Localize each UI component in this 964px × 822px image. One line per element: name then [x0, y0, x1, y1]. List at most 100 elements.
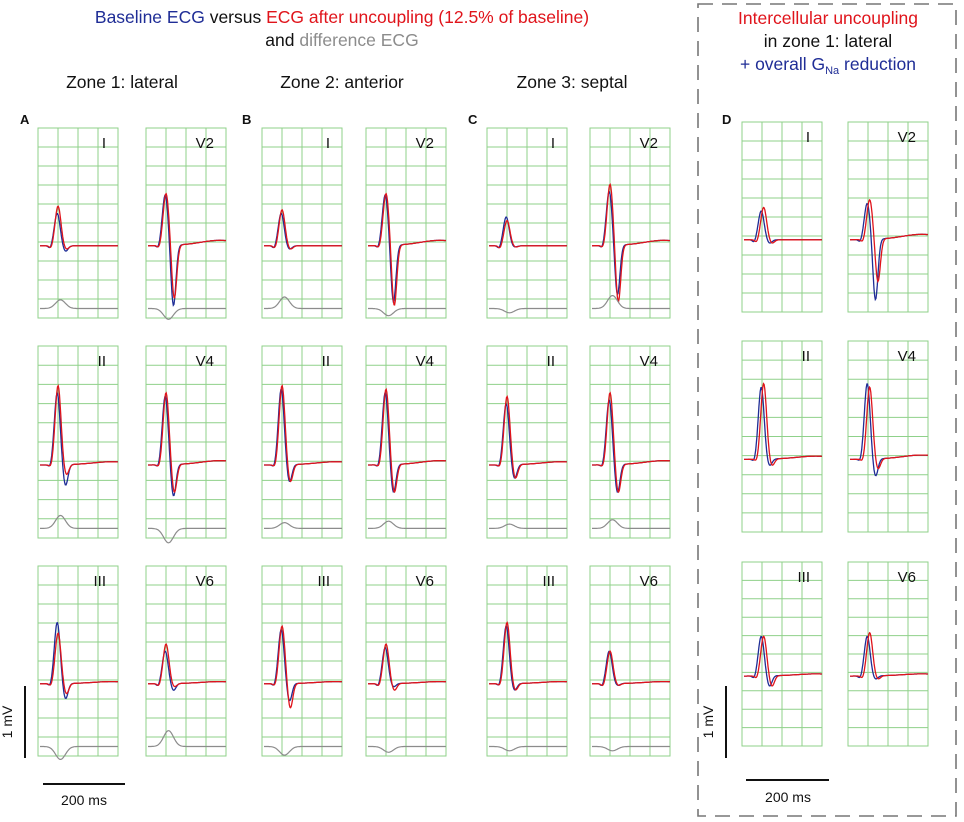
header-line1-segment: versus — [205, 7, 266, 27]
uncoupled-ecg-trace — [40, 205, 118, 250]
uncoupled-ecg-trace — [850, 198, 929, 284]
time-scale-label-left: 200 ms — [61, 792, 107, 808]
zone2-title: Zone 2: anterior — [280, 72, 404, 92]
zone3-title: Zone 3: septal — [517, 72, 628, 92]
panel-d-header-line1: Intercellular uncoupling — [738, 8, 918, 28]
ecg-leads-layer: I V2 II V4 III V6 I V2 II V4 III V6 I V2 II V4 III V6 I V2 I… — [37, 121, 929, 760]
difference-ecg-trace — [264, 521, 342, 529]
ecg-lead-v4: V4 — [365, 345, 447, 539]
difference-ecg-trace — [489, 745, 567, 752]
ecg-lead-i: I — [486, 127, 568, 319]
lead-label: I — [102, 135, 106, 152]
ecg-lead-iii: III — [741, 561, 823, 747]
uncoupled-ecg-trace — [744, 635, 822, 687]
panel-d-header-line3: + overall GNa reduction — [740, 54, 916, 77]
ecg-lead-ii: II — [741, 340, 823, 533]
lead-label: V2 — [196, 135, 214, 152]
ecg-lead-v4: V4 — [145, 345, 227, 544]
ecg-lead-i: I — [261, 127, 343, 319]
ecg-lead-v4: V4 — [589, 345, 671, 539]
uncoupled-ecg-trace — [368, 192, 447, 306]
difference-ecg-trace — [40, 299, 118, 310]
panel-d-header-line2: in zone 1: lateral — [764, 31, 892, 51]
difference-ecg-trace — [368, 520, 446, 529]
uncoupled-ecg-trace — [489, 219, 567, 249]
lead-label: V2 — [416, 135, 434, 152]
difference-ecg-trace — [368, 745, 446, 753]
lead-label: III — [93, 573, 106, 590]
voltage-scale-label-left: 1 mV — [0, 705, 15, 738]
uncoupled-ecg-trace — [744, 206, 822, 244]
lead-label: I — [551, 135, 555, 152]
lead-label: II — [322, 353, 330, 370]
ecg-lead-v4: V4 — [847, 340, 929, 533]
ecg-lead-i: I — [741, 121, 823, 313]
lead-label: V4 — [196, 353, 214, 370]
uncoupled-ecg-trace — [592, 183, 671, 303]
ecg-lead-ii: II — [486, 345, 568, 539]
difference-ecg-trace — [592, 519, 670, 529]
uncoupled-ecg-trace — [40, 632, 118, 695]
lead-label: II — [547, 353, 555, 370]
uncoupled-ecg-trace — [264, 383, 342, 483]
difference-ecg-trace — [148, 527, 226, 544]
lead-label: I — [806, 129, 810, 146]
lead-label: V6 — [640, 573, 658, 590]
panel-letter-d: D — [722, 112, 731, 127]
uncoupled-ecg-trace — [489, 621, 567, 691]
difference-ecg-trace — [368, 307, 446, 317]
lead-label: V6 — [196, 573, 214, 590]
panel-letter-b: B — [242, 112, 251, 127]
lead-label: II — [802, 348, 810, 365]
ecg-lead-v2: V2 — [365, 127, 447, 319]
difference-ecg-trace — [264, 296, 342, 310]
ecg-lead-v6: V6 — [847, 561, 929, 747]
uncoupled-ecg-trace — [368, 643, 446, 691]
lead-label: III — [317, 573, 330, 590]
difference-ecg-trace — [489, 523, 567, 529]
lead-label: V6 — [416, 573, 434, 590]
panel-d-header-line3-prefix: + overall G — [740, 54, 825, 74]
lead-label: II — [98, 353, 106, 370]
difference-ecg-trace — [148, 307, 226, 320]
lead-label: V4 — [898, 348, 916, 365]
time-scale-label-right: 200 ms — [765, 789, 811, 805]
ecg-lead-iii: III — [261, 565, 343, 757]
header-line1-segment: Baseline ECG — [95, 7, 205, 27]
difference-ecg-trace — [40, 745, 118, 760]
panel-d-dashed-box — [697, 3, 957, 817]
figure-header-line2: and difference ECG — [265, 30, 418, 50]
difference-ecg-trace — [264, 745, 342, 756]
difference-ecg-trace — [148, 730, 226, 748]
uncoupled-ecg-trace — [264, 624, 342, 709]
voltage-scale-label-right: 1 mV — [700, 705, 716, 738]
difference-ecg-trace — [592, 745, 670, 752]
ecg-lead-i: I — [37, 127, 119, 319]
uncoupled-ecg-trace — [368, 387, 447, 494]
uncoupled-ecg-trace — [850, 631, 928, 680]
ecg-lead-v6: V6 — [589, 565, 671, 757]
figure-header-line1: Baseline ECG versus ECG after uncoupling… — [95, 7, 589, 27]
header-line1-segment: ECG after uncoupling (12.5% of baseline) — [266, 7, 589, 27]
uncoupled-ecg-trace — [148, 391, 227, 494]
uncoupled-ecg-trace — [489, 394, 567, 479]
uncoupled-ecg-trace — [592, 391, 671, 494]
ecg-lead-v6: V6 — [365, 565, 447, 757]
uncoupled-ecg-trace — [744, 382, 822, 466]
ecg-lead-ii: II — [261, 345, 343, 539]
uncoupled-ecg-trace — [148, 643, 226, 688]
ecg-lead-ii: II — [37, 345, 119, 539]
lead-label: V2 — [898, 129, 916, 146]
difference-ecg-trace — [40, 514, 118, 529]
ecg-lead-v2: V2 — [589, 127, 671, 319]
lead-label: V4 — [640, 353, 658, 370]
ecg-lead-iii: III — [37, 565, 119, 760]
lead-label: V4 — [416, 353, 434, 370]
ecg-lead-iii: III — [486, 565, 568, 757]
ecg-lead-v2: V2 — [145, 127, 227, 320]
lead-label: III — [797, 569, 810, 586]
zone1-title: Zone 1: lateral — [66, 72, 178, 92]
lead-label: I — [326, 135, 330, 152]
uncoupled-ecg-trace — [850, 385, 928, 470]
